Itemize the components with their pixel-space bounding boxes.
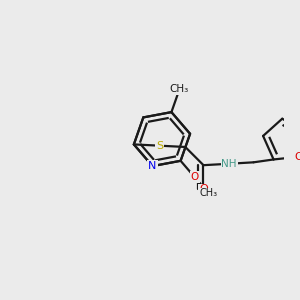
Text: NH: NH: [221, 159, 237, 169]
Text: O: O: [199, 184, 208, 194]
Text: CH₃: CH₃: [200, 188, 217, 198]
Text: CH₃: CH₃: [170, 84, 189, 94]
Text: N: N: [148, 161, 157, 171]
Text: O: O: [295, 152, 300, 162]
Text: S: S: [156, 141, 163, 151]
Text: O: O: [190, 172, 199, 182]
